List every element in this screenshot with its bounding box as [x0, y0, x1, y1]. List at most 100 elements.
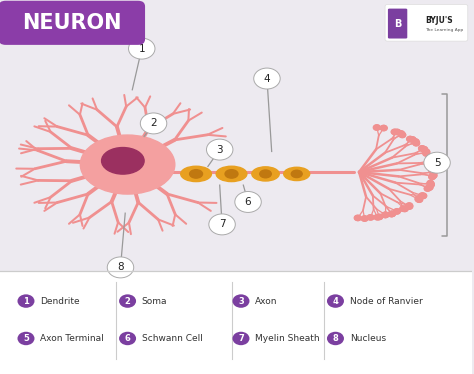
Circle shape [426, 185, 433, 190]
Ellipse shape [260, 170, 271, 178]
Text: Axon: Axon [255, 297, 278, 306]
FancyBboxPatch shape [388, 9, 407, 39]
Circle shape [362, 216, 368, 221]
Circle shape [376, 214, 383, 220]
Circle shape [427, 181, 434, 186]
Circle shape [428, 162, 435, 167]
Circle shape [423, 151, 429, 156]
Circle shape [419, 193, 425, 199]
Circle shape [406, 203, 413, 208]
Circle shape [429, 169, 436, 174]
Circle shape [383, 212, 389, 217]
FancyBboxPatch shape [0, 271, 473, 374]
Circle shape [392, 129, 398, 135]
Circle shape [400, 206, 407, 211]
Ellipse shape [216, 166, 247, 182]
Circle shape [389, 211, 395, 217]
Circle shape [140, 113, 167, 134]
Circle shape [367, 215, 374, 220]
Circle shape [428, 158, 435, 163]
Circle shape [420, 193, 427, 198]
Circle shape [424, 152, 450, 173]
Circle shape [394, 129, 401, 135]
Circle shape [399, 132, 406, 138]
Circle shape [426, 157, 433, 162]
Circle shape [409, 137, 416, 142]
Circle shape [383, 212, 389, 218]
Ellipse shape [291, 170, 302, 178]
Circle shape [425, 186, 431, 191]
Circle shape [18, 332, 35, 345]
FancyBboxPatch shape [385, 4, 468, 41]
Circle shape [391, 129, 398, 135]
Circle shape [428, 182, 434, 187]
FancyBboxPatch shape [0, 1, 145, 45]
Circle shape [367, 215, 374, 220]
Circle shape [416, 197, 422, 202]
Circle shape [430, 173, 437, 178]
Circle shape [374, 125, 381, 130]
Text: 6: 6 [125, 334, 130, 343]
Text: 8: 8 [333, 334, 338, 343]
Circle shape [361, 216, 368, 221]
Text: The Learning App: The Learning App [425, 28, 464, 32]
Text: 6: 6 [245, 197, 251, 207]
Ellipse shape [101, 147, 144, 174]
Text: 7: 7 [238, 334, 244, 343]
Text: 5: 5 [23, 334, 29, 343]
Circle shape [420, 193, 427, 199]
Circle shape [380, 125, 387, 131]
Circle shape [376, 214, 383, 220]
Ellipse shape [225, 170, 238, 178]
Circle shape [354, 215, 361, 221]
Circle shape [389, 211, 396, 217]
Text: 2: 2 [125, 297, 130, 306]
Text: 1: 1 [23, 297, 29, 306]
Circle shape [394, 129, 401, 135]
Circle shape [119, 332, 136, 345]
Text: Dendrite: Dendrite [40, 297, 80, 306]
Circle shape [382, 212, 389, 218]
Circle shape [18, 294, 35, 308]
Circle shape [327, 294, 344, 308]
Circle shape [398, 131, 404, 136]
Circle shape [426, 185, 433, 190]
Circle shape [430, 170, 437, 175]
Circle shape [419, 193, 426, 198]
Text: 4: 4 [333, 297, 338, 306]
Circle shape [355, 215, 361, 221]
Circle shape [413, 140, 419, 145]
Circle shape [430, 170, 437, 175]
Circle shape [107, 257, 134, 278]
Text: Schwann Cell: Schwann Cell [142, 334, 202, 343]
Text: Axon Terminal: Axon Terminal [40, 334, 104, 343]
Text: Soma: Soma [142, 297, 167, 306]
Text: Myelin Sheath: Myelin Sheath [255, 334, 320, 343]
Text: 8: 8 [117, 263, 124, 272]
Circle shape [416, 197, 423, 202]
Circle shape [401, 206, 408, 212]
Ellipse shape [190, 170, 202, 178]
Circle shape [232, 332, 249, 345]
Circle shape [430, 173, 437, 178]
Circle shape [327, 332, 344, 345]
Ellipse shape [284, 167, 310, 181]
Circle shape [232, 294, 249, 308]
Circle shape [381, 125, 387, 131]
Circle shape [415, 196, 422, 202]
Circle shape [393, 209, 400, 214]
Circle shape [128, 38, 155, 59]
Circle shape [429, 168, 436, 174]
Circle shape [374, 215, 381, 220]
Circle shape [423, 151, 429, 156]
Circle shape [428, 182, 434, 187]
Circle shape [423, 149, 429, 154]
Circle shape [388, 211, 395, 217]
Text: Node of Ranvier: Node of Ranvier [350, 297, 422, 306]
Circle shape [429, 160, 436, 166]
Circle shape [427, 180, 434, 186]
Text: 5: 5 [434, 158, 440, 168]
Circle shape [401, 206, 408, 211]
Circle shape [406, 203, 412, 208]
Circle shape [399, 132, 405, 137]
